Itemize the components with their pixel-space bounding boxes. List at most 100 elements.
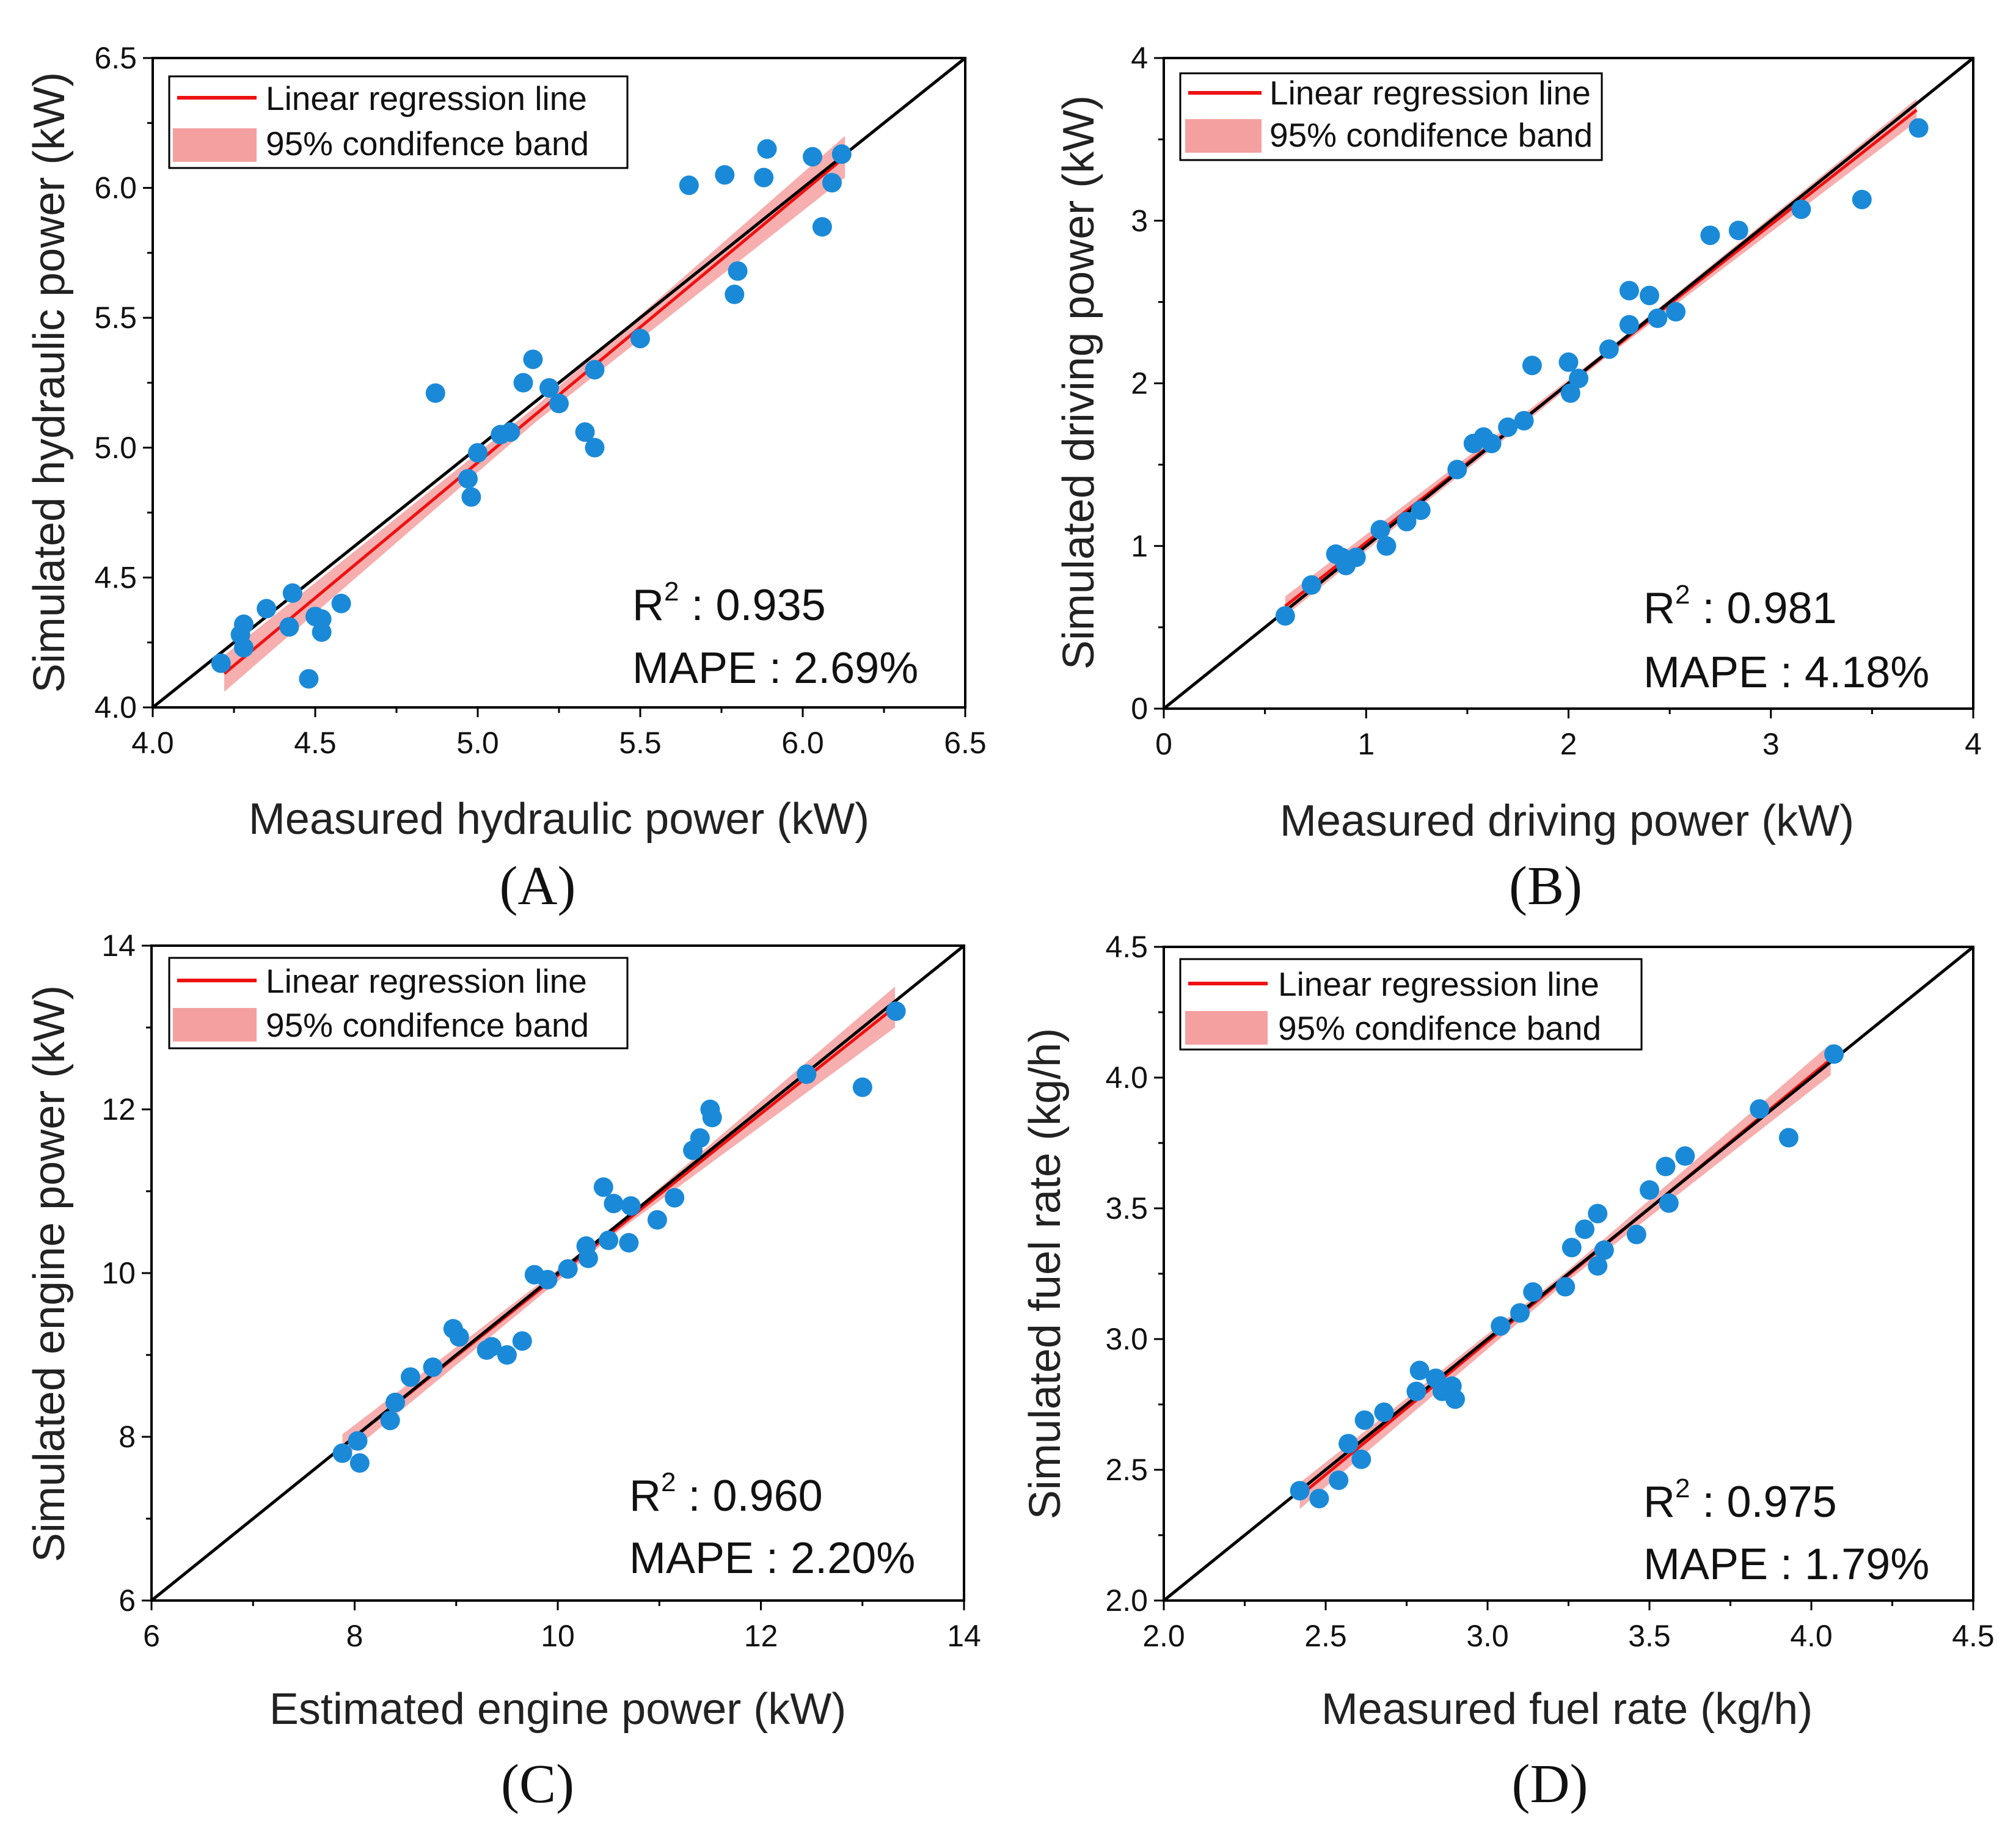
x-axis-title: Measured driving power (kW)	[1280, 797, 1854, 845]
x-axis-title: Estimated engine power (kW)	[269, 1685, 846, 1734]
data-point	[425, 383, 445, 403]
x-tick-label: 6.0	[781, 726, 824, 760]
identity-line	[150, 944, 965, 1602]
x-tick-label: 12	[744, 1619, 778, 1653]
data-point	[715, 165, 735, 185]
mape-stat: MAPE : 2.69%	[632, 644, 918, 693]
data-point	[725, 284, 745, 304]
data-point	[539, 378, 559, 398]
y-tick-label: 4.5	[94, 560, 137, 594]
r2-stat: R2 : 0.935	[632, 577, 826, 630]
x-tick-label: 3.0	[1466, 1619, 1509, 1653]
y-tick-label: 4.5	[1105, 930, 1148, 964]
data-point	[1750, 1099, 1770, 1119]
mape-stat: MAPE : 4.18%	[1643, 648, 1929, 697]
data-point	[348, 1431, 368, 1451]
data-point	[1588, 1256, 1608, 1276]
x-axis-title: Measured hydraulic power (kW)	[249, 795, 869, 844]
y-tick-label: 3.5	[1105, 1191, 1148, 1225]
data-point	[1351, 1449, 1371, 1469]
data-point	[1406, 1381, 1426, 1401]
data-point	[400, 1367, 420, 1387]
x-tick-label: 14	[947, 1619, 981, 1653]
y-axis-title: Simulated engine power (kW)	[25, 985, 74, 1562]
data-point	[1619, 280, 1639, 301]
data-point	[234, 638, 254, 658]
data-point	[647, 1210, 667, 1230]
panel-a: 4.0 4.5 5.0 5.5 6.0 6.5 4.0 4.5 5.0 5.5 6.0 6.5 Lin…	[25, 41, 987, 916]
data-point	[1409, 1360, 1430, 1381]
x-tick-label: 1	[1357, 727, 1375, 761]
data-point	[702, 1108, 722, 1128]
legend: Linear regression line 95% condifence ba…	[168, 957, 629, 1050]
data-point	[279, 617, 299, 637]
regression-line	[223, 155, 846, 675]
panel-d: 2.0 2.5 3.0 3.5 4.0 4.5 2.0 2.5 3.0 3.5 4.0 4.5 Lin…	[1021, 930, 1995, 1814]
y-tick-label: 4.0	[94, 690, 137, 725]
data-point	[1569, 368, 1589, 389]
data-point	[1659, 1193, 1679, 1213]
data-point	[538, 1269, 558, 1290]
data-point	[1329, 1470, 1349, 1491]
data-point	[1523, 1282, 1543, 1302]
data-point	[1908, 118, 1929, 138]
data-point	[1791, 199, 1811, 219]
panel-label: (C)	[501, 1754, 574, 1814]
x-tick-label: 4	[1965, 727, 1982, 761]
y-axis-title: Simulated driving power (kW)	[1054, 95, 1103, 670]
legend: Linear regression line 95% condifence ba…	[1179, 958, 1643, 1051]
data-point	[1447, 459, 1467, 480]
y-axis-title: Simulated hydraulic power (kW)	[25, 72, 74, 693]
data-point	[500, 422, 520, 442]
x-tick-label: 5.5	[619, 726, 662, 760]
data-point	[468, 443, 488, 463]
data-point	[380, 1411, 400, 1431]
data-point	[754, 167, 774, 188]
legend-line-label: Linear regression line	[266, 79, 587, 117]
x-tick-label: 0	[1155, 727, 1172, 761]
y-tick-label: 6.5	[94, 41, 137, 75]
data-point	[211, 653, 231, 673]
data-point	[1354, 1410, 1375, 1430]
data-point	[1619, 315, 1639, 335]
y-tick-label: 2.5	[1105, 1453, 1148, 1487]
data-point	[1666, 302, 1686, 322]
data-point	[449, 1327, 469, 1347]
x-axis-title: Measured fuel rate (kg/h)	[1321, 1685, 1813, 1734]
legend-band-label: 95% condifence band	[266, 1006, 589, 1044]
data-point	[1339, 1434, 1359, 1454]
data-point	[481, 1337, 502, 1357]
data-point	[585, 437, 605, 458]
y-tick-label: 6.0	[94, 171, 137, 205]
data-point	[1648, 308, 1668, 328]
data-point	[1491, 1316, 1511, 1336]
data-point	[757, 139, 777, 159]
data-point	[822, 173, 842, 193]
data-point	[1852, 189, 1872, 210]
data-point	[234, 614, 254, 634]
x-tick-label: 6	[143, 1619, 160, 1653]
x-tick-label: 3.5	[1628, 1619, 1671, 1653]
data-point	[621, 1196, 641, 1216]
data-point	[512, 1331, 532, 1351]
data-point	[1824, 1044, 1844, 1064]
data-point	[1301, 575, 1321, 595]
legend: Linear regression line 95% condifence ba…	[168, 75, 629, 169]
x-tick-label: 2.5	[1304, 1619, 1347, 1653]
data-point	[1700, 225, 1720, 246]
data-point	[549, 393, 569, 414]
data-point	[299, 669, 319, 689]
data-point	[1778, 1128, 1799, 1148]
identity-line	[1163, 57, 1974, 710]
data-point	[1275, 606, 1295, 626]
data-point	[312, 609, 332, 629]
y-tick-label: 3.0	[1105, 1322, 1148, 1356]
legend-line-label: Linear regression line	[1278, 965, 1599, 1003]
data-point	[1640, 285, 1659, 305]
data-point	[1555, 1277, 1576, 1297]
panel-b: 0 1 2 3 4 0 1 2 3 4 Linear regression line 95% co…	[1054, 41, 1982, 916]
y-tick-label: 5.5	[94, 301, 137, 335]
data-point	[423, 1357, 443, 1378]
x-tick-label: 3	[1762, 727, 1780, 761]
